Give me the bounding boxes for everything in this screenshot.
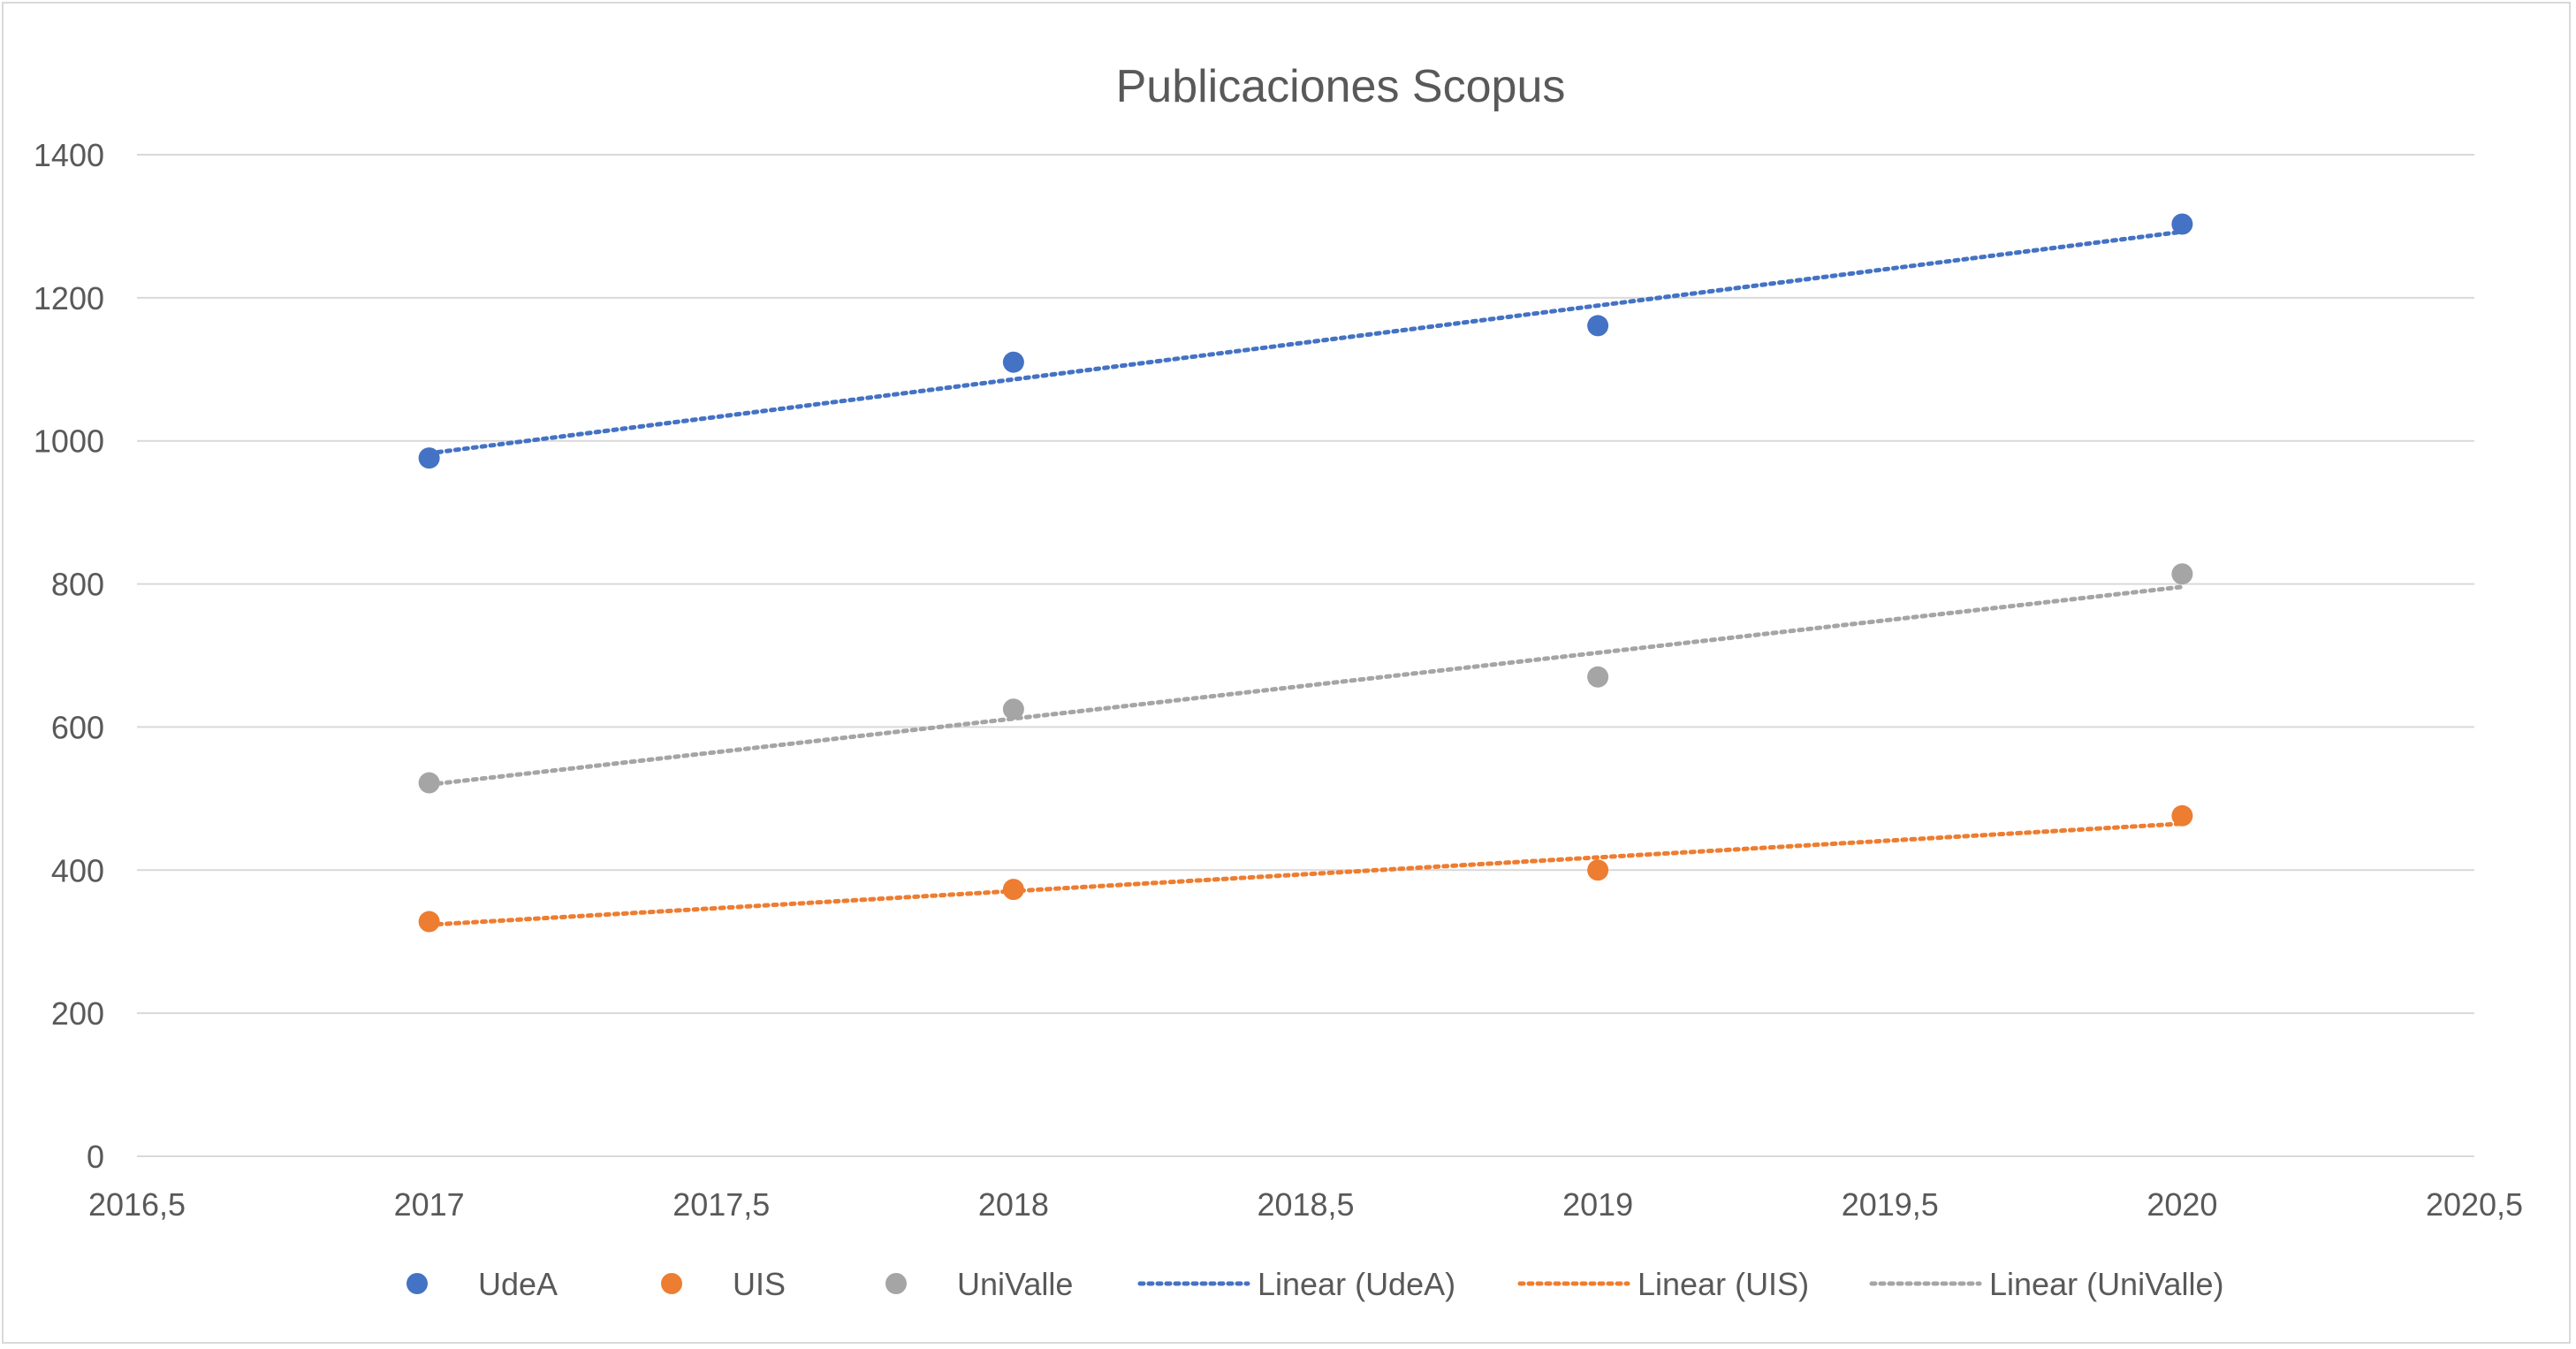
y-tick-label: 400 xyxy=(51,852,104,888)
y-tick-label: 0 xyxy=(87,1139,104,1175)
y-tick-label: 1200 xyxy=(34,280,104,316)
x-tick-label: 2019 xyxy=(1562,1186,1633,1223)
point-uis xyxy=(1002,879,1024,901)
trendline-univalle xyxy=(427,584,2185,787)
point-udea xyxy=(2171,213,2193,235)
trendlines xyxy=(427,229,2185,927)
point-univalle xyxy=(1587,666,1609,688)
x-tick-label: 2019,5 xyxy=(1842,1186,1939,1223)
trendline-udea xyxy=(427,229,2185,456)
x-tick-label: 2017 xyxy=(394,1186,465,1223)
x-axis-tick-labels: 2016,5 2017 2017,5 2018 2018,5 2019 2019,5 2020… xyxy=(88,1186,2523,1223)
point-udea xyxy=(418,447,440,469)
trendline-uis xyxy=(427,821,2185,927)
legend-label-univalle: UniValle xyxy=(957,1266,1073,1302)
point-univalle xyxy=(1002,698,1024,720)
point-udea xyxy=(1587,315,1609,337)
point-univalle xyxy=(2171,563,2193,585)
y-tick-label: 600 xyxy=(51,709,104,745)
x-tick-label: 2020 xyxy=(2147,1186,2217,1223)
y-tick-label: 1000 xyxy=(34,423,104,460)
x-tick-label: 2018,5 xyxy=(1257,1186,1354,1223)
legend-label-udea: UdeA xyxy=(478,1266,558,1302)
x-tick-label: 2020,5 xyxy=(2426,1186,2523,1223)
legend-label-trend-udea: Linear (UdeA) xyxy=(1258,1266,1455,1302)
legend: UdeA UIS UniValle Linear (UdeA) Linear (UIS)… xyxy=(407,1266,2223,1302)
grid-lines xyxy=(137,154,2474,1157)
point-univalle xyxy=(418,772,440,794)
legend-marker-univalle xyxy=(885,1273,907,1294)
x-tick-label: 2018 xyxy=(978,1186,1049,1223)
y-tick-label: 1400 xyxy=(34,137,104,173)
legend-marker-uis xyxy=(661,1273,682,1294)
point-uis xyxy=(1587,859,1609,881)
x-tick-label: 2016,5 xyxy=(88,1186,186,1223)
point-uis xyxy=(2171,804,2193,827)
legend-marker-udea xyxy=(407,1273,428,1294)
x-tick-label: 2017,5 xyxy=(672,1186,770,1223)
y-tick-label: 200 xyxy=(51,995,104,1032)
legend-label-trend-uis: Linear (UIS) xyxy=(1638,1266,1809,1302)
legend-label-uis: UIS xyxy=(733,1266,786,1302)
chart-title: Publicaciones Scopus xyxy=(1116,61,1566,112)
point-uis xyxy=(418,911,440,933)
point-udea xyxy=(1002,351,1024,373)
data-points xyxy=(418,213,2193,933)
legend-label-trend-univalle: Linear (UniValle) xyxy=(1989,1266,2223,1302)
y-axis-tick-labels: 0 200 400 600 800 1000 1200 1400 xyxy=(34,137,104,1175)
y-tick-label: 800 xyxy=(51,567,104,603)
